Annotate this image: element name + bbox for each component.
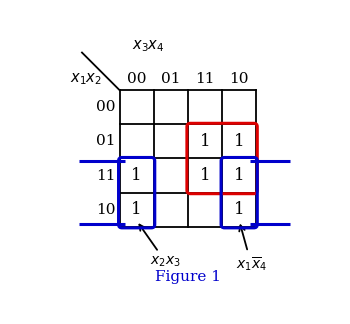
Text: 00: 00 — [127, 72, 146, 86]
Text: Figure 1: Figure 1 — [155, 270, 221, 284]
Text: 11: 11 — [195, 72, 215, 86]
Text: 1: 1 — [234, 133, 245, 150]
Text: $x_1\overline{x}_4$: $x_1\overline{x}_4$ — [236, 225, 267, 273]
Text: 01: 01 — [161, 72, 181, 86]
Text: $x_2x_3$: $x_2x_3$ — [139, 225, 181, 269]
Text: 01: 01 — [96, 134, 116, 148]
Text: 1: 1 — [234, 201, 245, 218]
Text: 1: 1 — [234, 167, 245, 184]
Text: 1: 1 — [200, 167, 210, 184]
Text: $x_1x_2$: $x_1x_2$ — [70, 71, 102, 87]
Text: 10: 10 — [96, 203, 116, 217]
Text: $x_3x_4$: $x_3x_4$ — [132, 39, 164, 54]
Text: 00: 00 — [96, 100, 116, 114]
Text: 1: 1 — [131, 201, 142, 218]
Text: 11: 11 — [96, 168, 116, 183]
Text: 1: 1 — [131, 167, 142, 184]
Text: 1: 1 — [200, 133, 210, 150]
Text: 10: 10 — [230, 72, 249, 86]
